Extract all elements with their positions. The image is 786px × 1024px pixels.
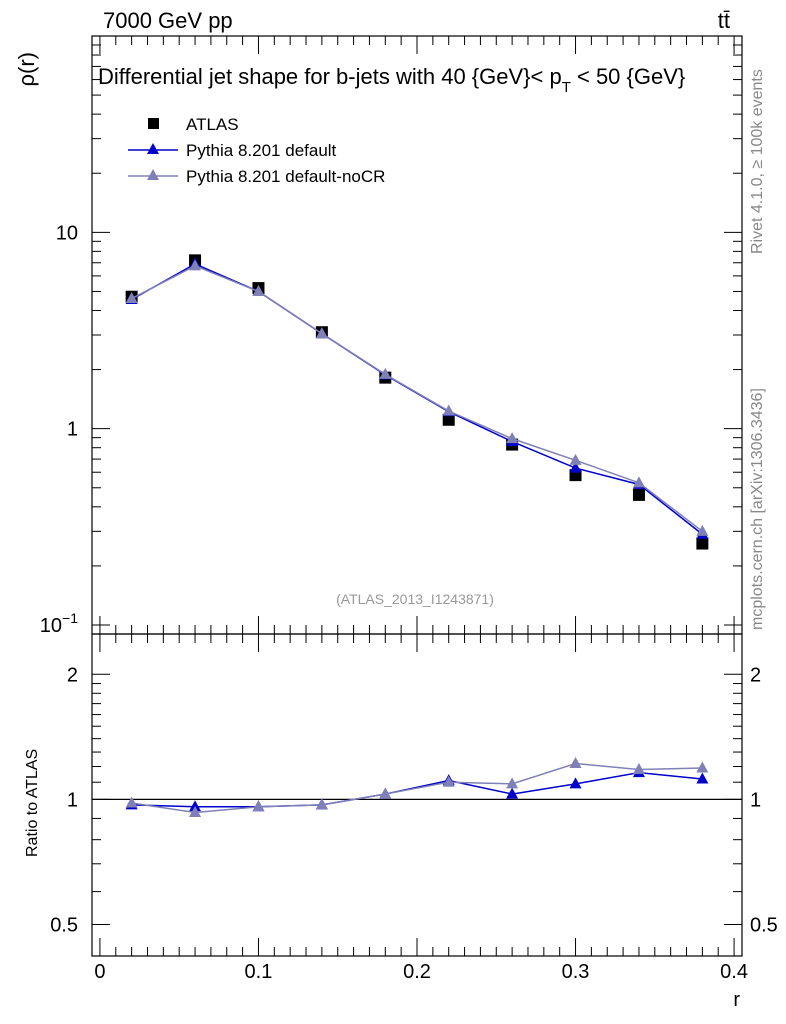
legend-marker-atlas <box>148 118 159 129</box>
energy-label: 7000 GeV pp <box>103 8 233 33</box>
ratio-data-layer <box>92 757 742 817</box>
ratio-y-tick-label-right: 0.5 <box>750 915 778 937</box>
chart-title-prefix: Differential jet shape for b-jets with 4… <box>98 64 562 89</box>
x-axis-label: r <box>733 989 740 1011</box>
main-y-tick-label: 1 <box>67 419 78 441</box>
legend: ATLAS Pythia 8.201 default Pythia 8.201 … <box>128 115 385 186</box>
ratio-y-axis-ticks: 0.5 0.5 1 1 2 2 <box>50 664 778 936</box>
legend-label-nocr: Pythia 8.201 default-noCR <box>186 167 385 186</box>
legend-label-atlas: ATLAS <box>186 115 239 134</box>
analysis-id: (ATLAS_2013_I1243871) <box>336 591 494 607</box>
ratio-frame <box>92 634 742 956</box>
mcplots-label: mcplots.cern.ch [arXiv:1306.3436] <box>749 388 766 630</box>
ratio-pythia-8-201-default-nocr-point <box>696 762 708 773</box>
ratio-pythia-8-201-default-nocr-point <box>252 800 264 811</box>
pythia-8-201-default-line <box>132 264 703 534</box>
x-tick-label: 0.4 <box>720 961 748 983</box>
rivet-version-label: Rivet 4.1.0, ≥ 100k events <box>749 69 766 254</box>
atlas-point <box>633 489 645 501</box>
ratio-pythia-8-201-default-nocr-line <box>132 764 703 813</box>
chart-title-suffix: < 50 {GeV} <box>571 64 685 89</box>
ratio-pythia-8-201-default-nocr-point <box>570 757 582 768</box>
ratio-pythia-8-201-default-nocr-point <box>126 797 138 808</box>
main-data-layer <box>126 254 709 549</box>
process-label: tt̄ <box>718 8 730 33</box>
main-y-axis-label: ρ(r) <box>14 52 39 87</box>
x-tick-label: 0.1 <box>245 961 273 983</box>
legend-marker-default <box>147 143 159 154</box>
chart-title-subscript: T <box>562 79 571 96</box>
main-y-tick-label: 10 <box>56 222 78 244</box>
pythia-8-201-default-nocr-line <box>132 266 703 531</box>
main-y-tick-label: 10−1 <box>40 610 78 637</box>
ratio-y-tick-label: 1 <box>67 789 78 811</box>
chart-title: Differential jet shape for b-jets with 4… <box>98 64 685 96</box>
legend-marker-nocr <box>147 169 159 180</box>
ratio-pythia-8-201-default-line <box>132 773 703 807</box>
main-y-axis-ticks: 10−1 1 10 <box>40 36 742 637</box>
ratio-y-tick-label-right: 1 <box>750 789 761 811</box>
legend-label-default: Pythia 8.201 default <box>186 141 337 160</box>
pythia-8-201-default-nocr-point <box>506 432 518 443</box>
atlas-point <box>696 538 708 550</box>
ratio-y-tick-label-right: 2 <box>750 664 761 686</box>
ratio-y-axis-label: Ratio to ATLAS <box>24 749 41 857</box>
plot-canvas: 7000 GeV pp tt̄ 10−1110 ρ(r) Differentia… <box>0 0 786 1024</box>
ratio-y-tick-label: 0.5 <box>50 915 78 937</box>
x-tick-label: 0.3 <box>562 961 590 983</box>
x-tick-label: 0.2 <box>403 961 431 983</box>
ratio-y-tick-label: 2 <box>67 664 78 686</box>
x-tick-label: 0 <box>94 961 105 983</box>
